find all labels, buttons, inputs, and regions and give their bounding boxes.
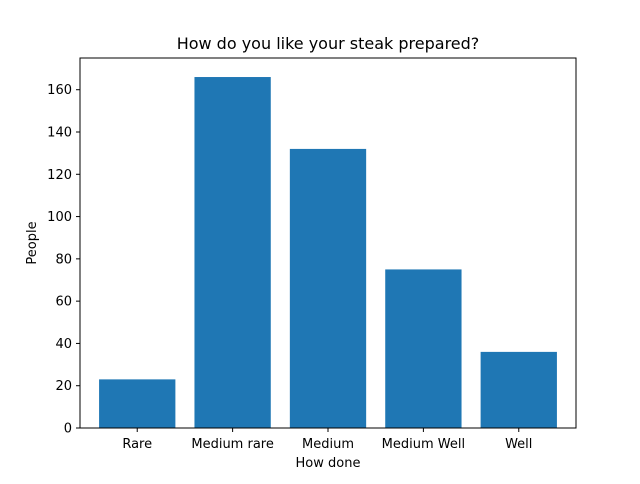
y-tick-label: 120	[47, 168, 72, 183]
y-tick-label: 60	[55, 295, 72, 310]
x-tick-label: Rare	[122, 437, 152, 452]
y-tick-label: 140	[47, 126, 72, 141]
bar-rare	[99, 379, 176, 428]
y-tick-label: 40	[55, 337, 72, 352]
bars-group	[99, 77, 557, 429]
bar-medium-rare	[194, 77, 271, 429]
y-tick-label: 160	[47, 83, 72, 98]
x-axis: Rare Medium rare Medium Medium Well Well	[122, 428, 532, 452]
x-axis-label: How done	[296, 456, 361, 471]
y-tick-label: 20	[55, 379, 72, 394]
y-axis-label: People	[25, 221, 40, 264]
plot-frame	[79, 57, 577, 429]
x-tick-label: Well	[505, 437, 532, 452]
x-tick-label: Medium Well	[382, 437, 465, 452]
bar-medium	[289, 148, 367, 428]
y-tick-label: 100	[47, 210, 72, 225]
bar-medium-well	[385, 269, 462, 428]
x-tick-label: Medium	[302, 437, 354, 452]
bar-well	[480, 351, 557, 428]
x-tick-label: Medium rare	[191, 437, 273, 452]
chart-title: How do you like your steak prepared?	[177, 34, 480, 53]
y-tick-label: 80	[55, 252, 72, 267]
y-tick-label: 0	[64, 422, 72, 437]
y-axis: 0 20 40 60 80 100 120 140 160	[47, 83, 80, 437]
